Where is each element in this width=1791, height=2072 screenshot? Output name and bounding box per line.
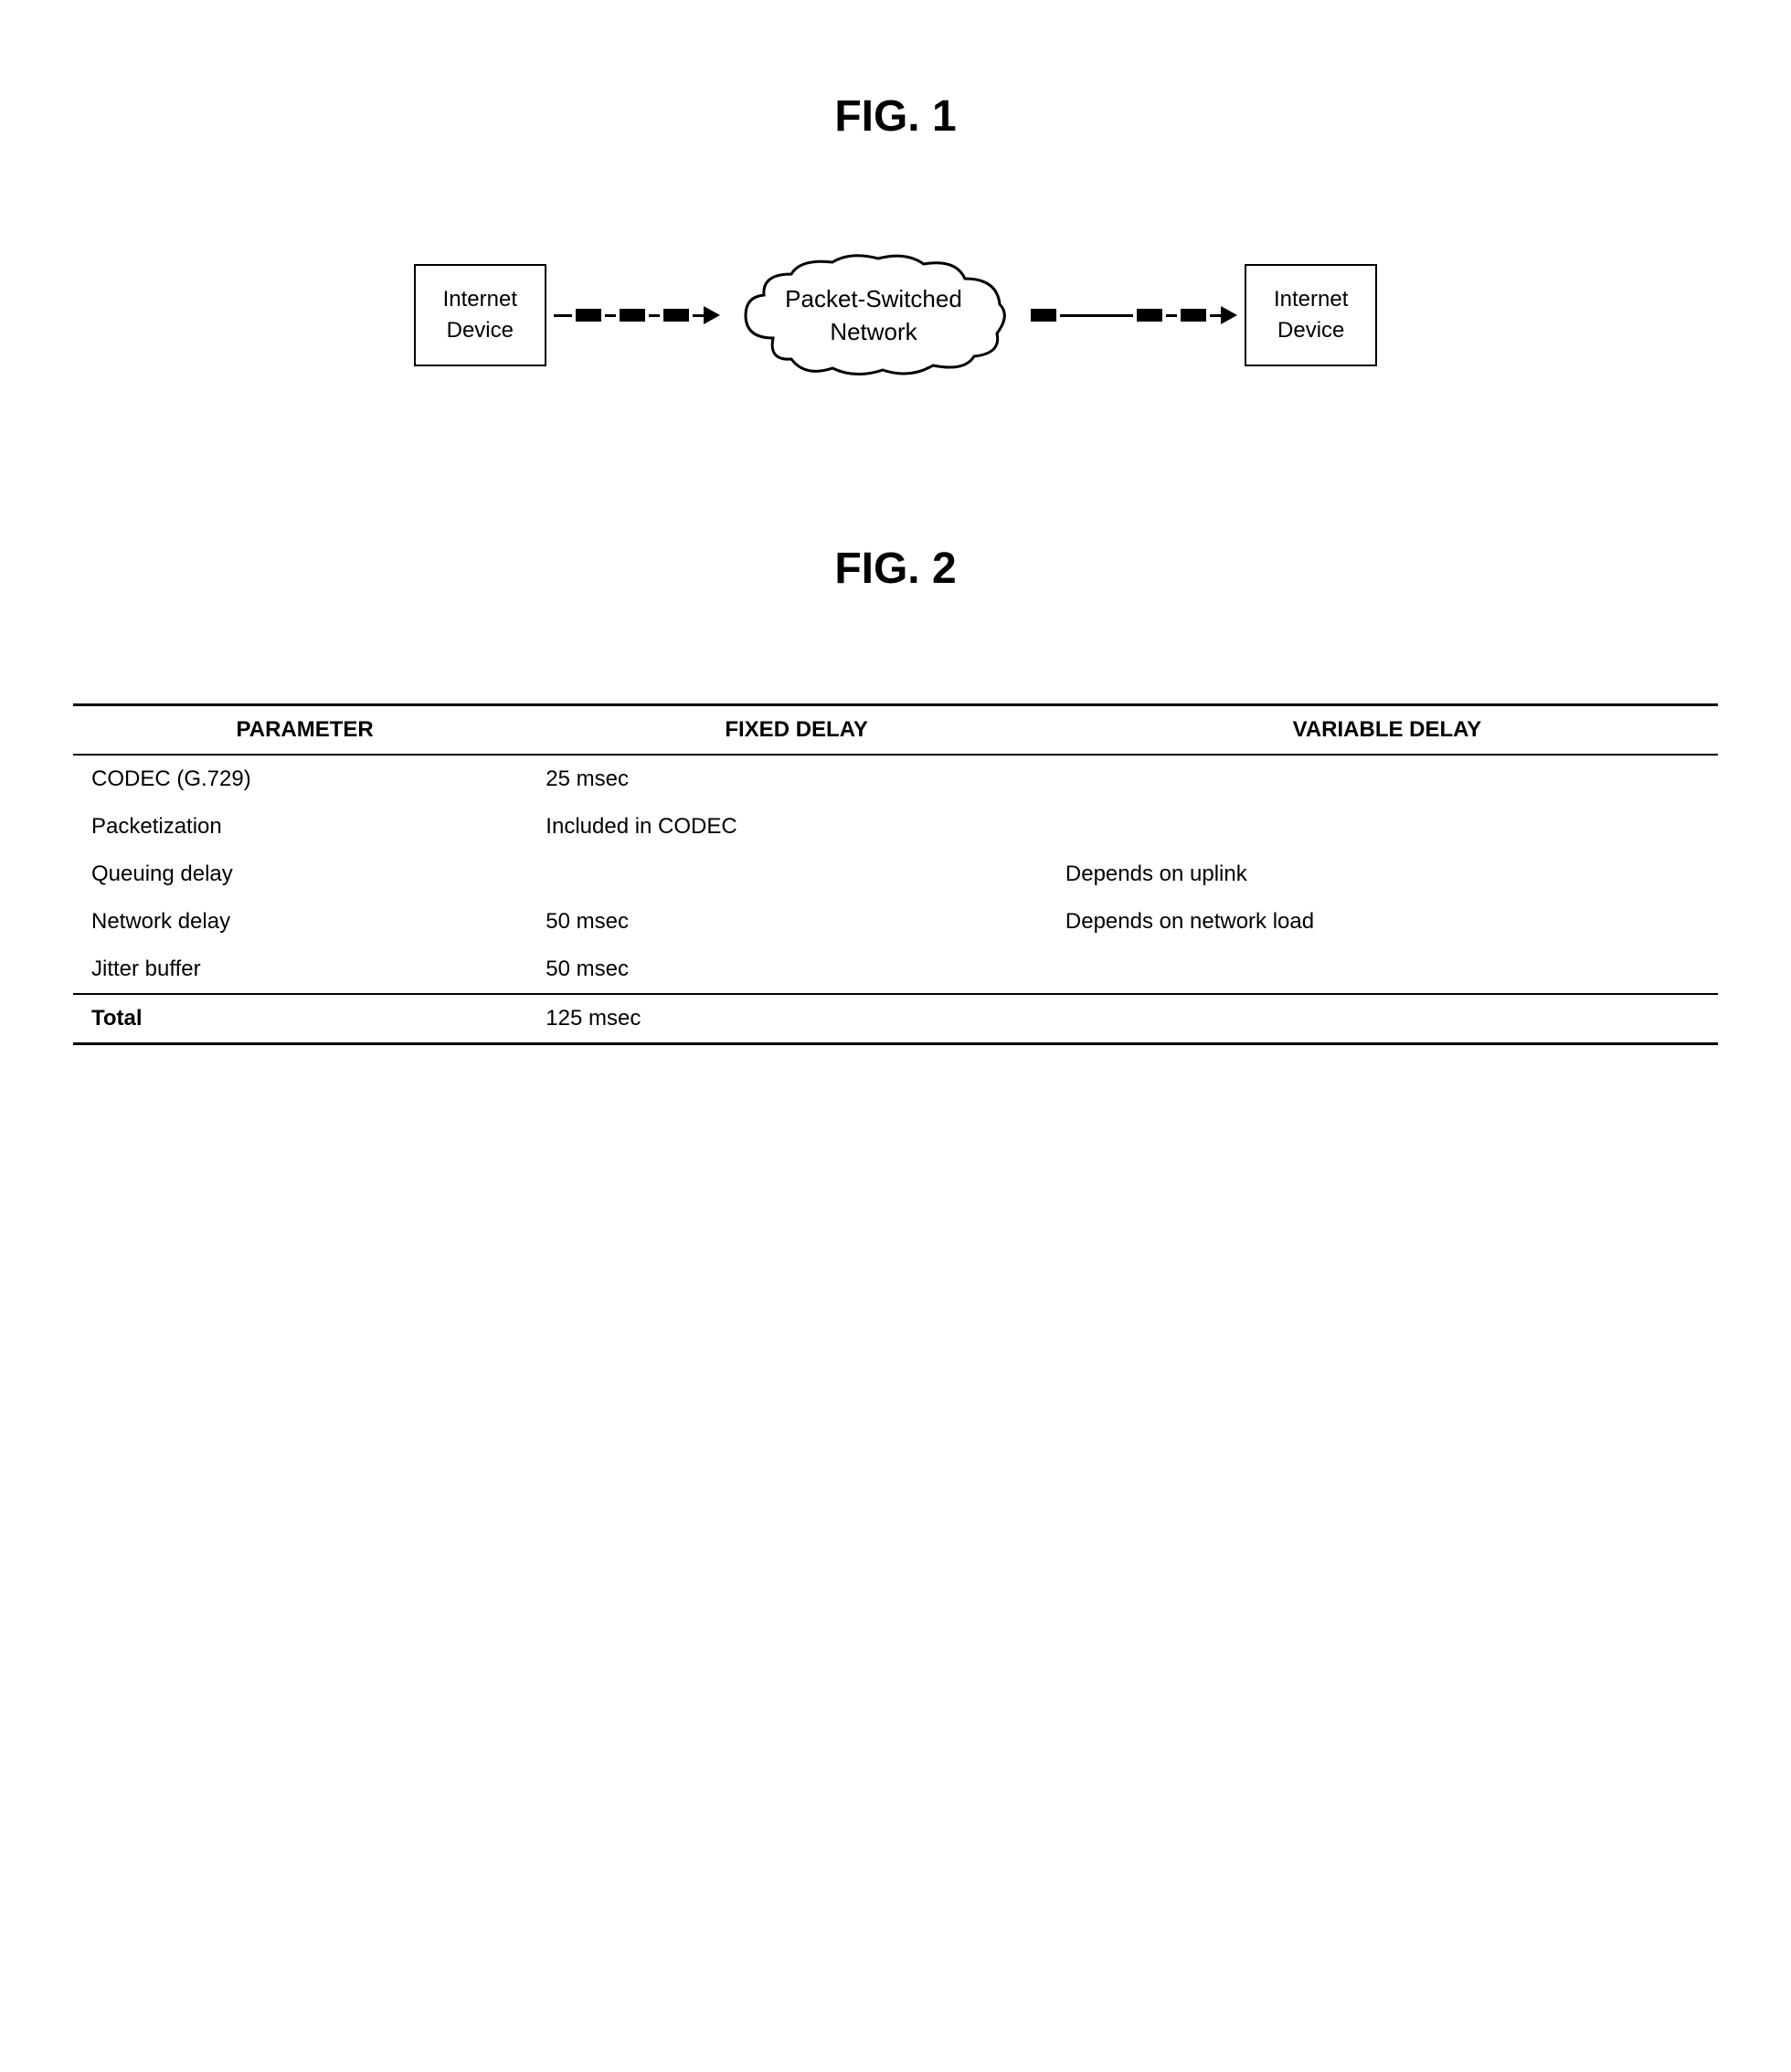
- table-row: Network delay 50 msec Depends on network…: [73, 898, 1718, 946]
- cell-variable-total: [1056, 994, 1718, 1044]
- right-device-line2: Device: [1277, 318, 1344, 343]
- packet-icon: [1031, 309, 1056, 322]
- cell-variable: [1056, 755, 1718, 803]
- col-fixed-delay: FIXED DELAY: [536, 705, 1056, 756]
- table-total-row: Total 125 msec: [73, 994, 1718, 1044]
- line-segment: [1060, 314, 1133, 317]
- line-segment: [554, 314, 572, 317]
- cell-fixed-total: 125 msec: [536, 994, 1056, 1044]
- arrowhead-icon: [1221, 306, 1237, 324]
- table-row: CODEC (G.729) 25 msec: [73, 755, 1718, 803]
- cell-variable: [1056, 803, 1718, 851]
- cell-fixed: 25 msec: [536, 755, 1056, 803]
- delay-table: PARAMETER FIXED DELAY VARIABLE DELAY COD…: [73, 703, 1718, 1045]
- cell-variable: Depends on uplink: [1056, 851, 1718, 898]
- left-device-line2: Device: [447, 318, 514, 343]
- right-device-box: Internet Device: [1245, 264, 1377, 365]
- line-segment: [649, 314, 660, 317]
- table-row: Jitter buffer 50 msec: [73, 946, 1718, 994]
- cell-fixed: 50 msec: [536, 946, 1056, 994]
- line-segment: [1166, 314, 1177, 317]
- cell-fixed: 50 msec: [536, 898, 1056, 946]
- arrow-left: [554, 306, 720, 324]
- left-device-line1: Internet: [443, 287, 517, 312]
- line-segment: [1210, 314, 1221, 317]
- table-header-row: PARAMETER FIXED DELAY VARIABLE DELAY: [73, 705, 1718, 756]
- table-row: Packetization Included in CODEC: [73, 803, 1718, 851]
- arrow-right: [1027, 306, 1237, 324]
- cell-param-total: Total: [73, 994, 536, 1044]
- packet-icon: [1137, 309, 1162, 322]
- fig2-title: FIG. 2: [73, 544, 1718, 594]
- cloud-line1: Packet-Switched: [785, 285, 962, 312]
- line-segment: [693, 314, 704, 317]
- cloud-node: Packet-Switched Network: [727, 251, 1020, 379]
- packet-icon: [620, 309, 645, 322]
- cell-param: Packetization: [73, 803, 536, 851]
- cell-fixed: [536, 851, 1056, 898]
- cell-param: Jitter buffer: [73, 946, 536, 994]
- col-variable-delay: VARIABLE DELAY: [1056, 705, 1718, 756]
- fig1-diagram: Internet Device Packet-Switched Network: [73, 251, 1718, 379]
- arrowhead-icon: [704, 306, 720, 324]
- cell-variable: [1056, 946, 1718, 994]
- cell-param: Queuing delay: [73, 851, 536, 898]
- table-row: Queuing delay Depends on uplink: [73, 851, 1718, 898]
- cell-param: CODEC (G.729): [73, 755, 536, 803]
- fig1-title: FIG. 1: [73, 91, 1718, 142]
- packet-icon: [576, 309, 601, 322]
- cell-fixed: Included in CODEC: [536, 803, 1056, 851]
- line-segment: [605, 314, 616, 317]
- left-device-box: Internet Device: [414, 264, 546, 365]
- packet-icon: [1181, 309, 1206, 322]
- packet-icon: [663, 309, 689, 322]
- cloud-line2: Network: [830, 318, 917, 345]
- right-device-line1: Internet: [1274, 287, 1348, 312]
- col-parameter: PARAMETER: [73, 705, 536, 756]
- cell-param: Network delay: [73, 898, 536, 946]
- cell-variable: Depends on network load: [1056, 898, 1718, 946]
